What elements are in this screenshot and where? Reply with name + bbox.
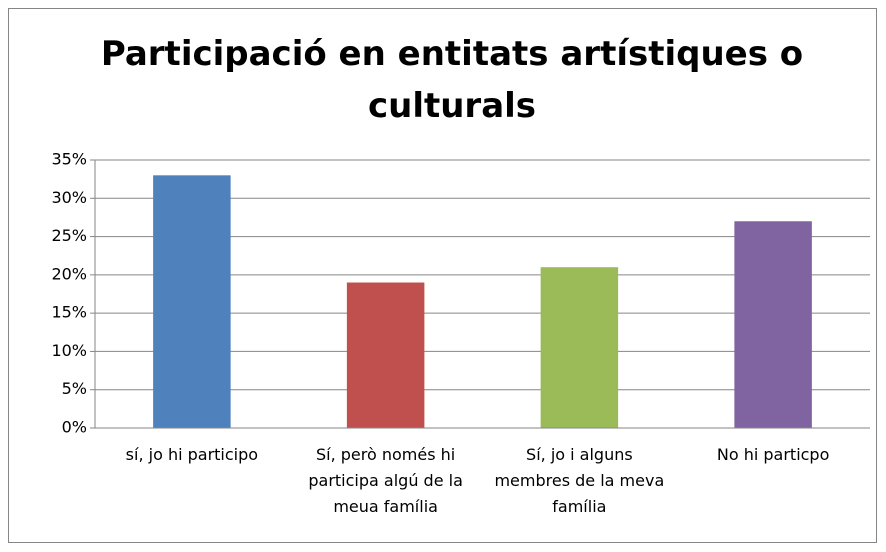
- y-tick-label: 25%: [51, 226, 87, 245]
- x-tick-label: No hi particpo: [716, 445, 830, 464]
- bar: [346, 282, 425, 428]
- y-tick-label: 30%: [51, 188, 87, 207]
- y-tick-label: 0%: [62, 418, 87, 437]
- bar: [153, 175, 231, 428]
- y-tick-label: 5%: [62, 379, 87, 398]
- y-tick-label: 20%: [51, 264, 87, 283]
- bar: [540, 267, 619, 428]
- chart-title: Participació en entitats artístiques o c…: [100, 34, 804, 126]
- y-tick-label: 15%: [51, 303, 87, 322]
- x-tick-label: sí, jo hi participo: [125, 445, 259, 464]
- y-tick-label: 35%: [51, 150, 87, 169]
- bar: [734, 221, 812, 428]
- y-tick-label: 10%: [51, 341, 87, 360]
- x-tick-label: Sí, però només hi participa algú de la m…: [308, 445, 463, 516]
- x-tick-label: Sí, jo i alguns membres de la meva famíl…: [494, 445, 665, 516]
